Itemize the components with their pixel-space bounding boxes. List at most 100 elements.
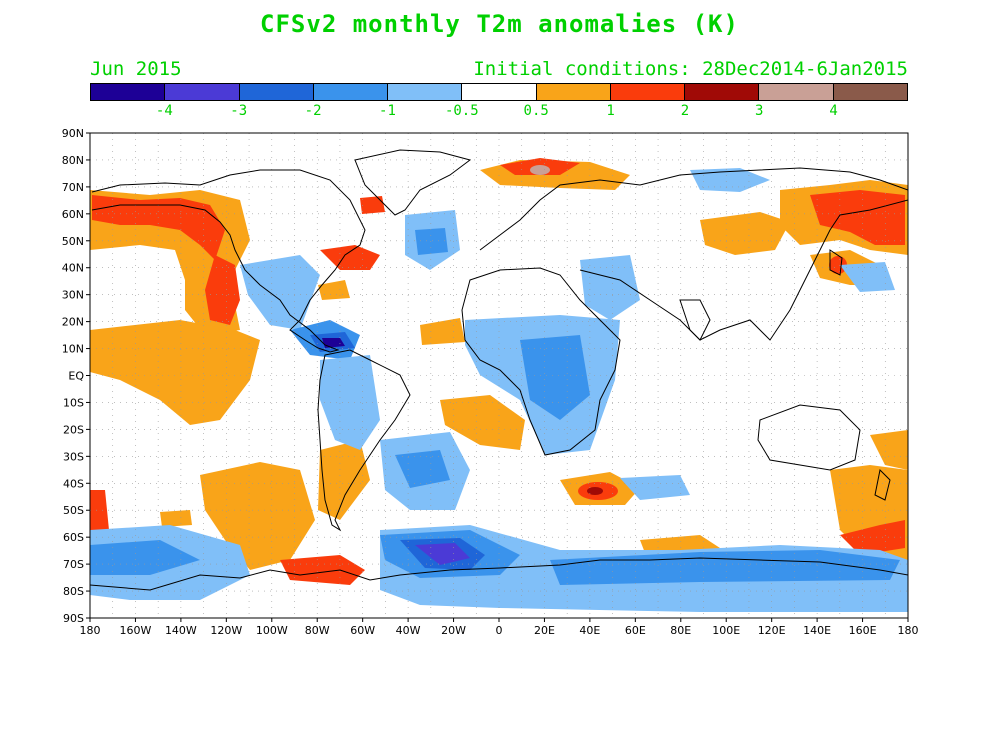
warm-anomaly-trop-atlantic <box>420 318 465 345</box>
colorbar-segment <box>833 84 907 100</box>
map-gridlines <box>90 133 908 618</box>
warm-anomaly-se-pacific-small <box>160 510 192 527</box>
colorbar-tick-label: 0.5 <box>523 103 549 119</box>
latitude-label: 30N <box>62 289 84 302</box>
longitude-label: 100W <box>256 624 288 637</box>
latitude-label: 20N <box>62 316 84 329</box>
colorbar-segment <box>313 84 389 100</box>
strong-warm-tasman <box>840 520 905 555</box>
strong-cold-east-antarctica <box>550 550 900 585</box>
latitude-axis: 90N 80N 70N 60N 50N 40N 30N 20N 10N EQ 10S 20S 30S 40… <box>62 127 90 625</box>
latitude-label: 10S <box>63 396 84 409</box>
forecast-month: Jun 2015 <box>90 58 182 80</box>
extreme-cold-caribbean <box>322 338 345 348</box>
longitude-label: 140W <box>165 624 197 637</box>
colorbar-segment <box>759 84 834 100</box>
latitude-label: 10N <box>62 343 84 356</box>
colorbar-tick-label: 1 <box>606 103 615 119</box>
colorbar-tick-label: -4 <box>155 103 173 119</box>
colorbar-tick-label: 4 <box>829 103 838 119</box>
longitude-label: 60W <box>350 624 375 637</box>
longitude-label: 180 <box>898 624 919 637</box>
extreme-warm-south-indian <box>587 487 603 495</box>
longitude-label: 40W <box>396 624 421 637</box>
latitude-label: 80S <box>63 585 84 598</box>
latitude-label: 50N <box>62 235 84 248</box>
europe-coast <box>479 167 908 251</box>
north-america-coast <box>91 169 366 353</box>
warm-anomaly-s-atlantic <box>440 395 525 450</box>
colorbar-tick-label: -0.5 <box>444 103 479 119</box>
japan-coast <box>829 249 843 276</box>
colorbar-segment <box>462 84 537 100</box>
warm-anomaly-sw-atlantic <box>318 440 370 520</box>
longitude-label: 100E <box>712 624 740 637</box>
colorbar-segment <box>685 84 760 100</box>
longitude-label: 80E <box>670 624 691 637</box>
deep-cold-weddell <box>415 543 470 565</box>
longitude-label: 160W <box>120 624 152 637</box>
strong-warm-east-siberia <box>810 190 905 245</box>
strong-warm-alaska <box>92 195 225 260</box>
asia-coast <box>579 199 908 341</box>
longitude-label: 120W <box>210 624 242 637</box>
longitude-label: 20W <box>441 624 466 637</box>
colorbar-tick-label: -3 <box>230 103 248 119</box>
latitude-label: 70N <box>62 181 84 194</box>
latitude-label: 50S <box>63 504 84 517</box>
longitude-axis: 180 160W 140W 120W 100W 80W 60W 40W 20W 0 20E 40E 60… <box>80 618 919 637</box>
cold-anomaly-north-pacific-east <box>840 262 895 292</box>
longitude-label: 20E <box>534 624 555 637</box>
longitude-label: 0 <box>496 624 503 637</box>
colorbar-tick-label: 2 <box>680 103 690 119</box>
warm-anomaly-tropical-pacific <box>90 320 260 425</box>
longitude-label: 60E <box>625 624 646 637</box>
india-coast <box>679 299 711 341</box>
south-america-coast <box>317 349 411 532</box>
cold-anomaly-amazon <box>320 355 380 450</box>
chart-title: CFSv2 monthly T2m anomalies (K) <box>260 10 739 38</box>
longitude-label: 40E <box>579 624 600 637</box>
colorbar-segment <box>239 84 314 100</box>
longitude-label: 120E <box>758 624 786 637</box>
initial-conditions: Initial conditions: 28Dec2014-6Jan2015 <box>473 58 908 80</box>
cold-anomaly-arctic-russia <box>690 168 770 192</box>
colorbar-legend <box>90 83 908 101</box>
new-zealand-coast <box>874 468 891 501</box>
latitude-label: 40S <box>63 477 84 490</box>
latitude-label: 40N <box>62 262 84 275</box>
warm-anomaly-atlantic-us <box>318 280 350 300</box>
colorbar-segment <box>165 84 240 100</box>
strong-cold-south-atlantic <box>395 450 450 488</box>
colorbar-tick-label: -1 <box>379 103 396 119</box>
latitude-label: 90N <box>62 127 84 140</box>
antarctica-coast <box>90 557 908 591</box>
longitude-label: 80W <box>305 624 330 637</box>
africa-coast <box>461 267 621 456</box>
warm-anomaly-nw-atlantic <box>320 245 380 270</box>
colorbar-segment <box>91 84 166 100</box>
coastlines <box>90 149 908 591</box>
warm-anomaly-central-asia <box>700 212 790 255</box>
warm-anomaly-antarctic-peninsula <box>280 555 365 585</box>
cold-anomaly-arabia <box>580 255 640 320</box>
greenland-coast <box>354 149 472 216</box>
latitude-label: 60S <box>63 531 84 544</box>
longitude-label: 140E <box>803 624 831 637</box>
colorbar-labels: -4 -3 -2 -1 -0.5 0.5 1 2 3 4 <box>0 103 999 121</box>
longitude-label: 160E <box>849 624 877 637</box>
latitude-label: 70S <box>63 558 84 571</box>
cold-anomaly-s-indian <box>620 475 690 500</box>
australia-coast <box>757 404 861 471</box>
anomaly-shading <box>90 158 908 612</box>
longitude-label: 180 <box>80 624 101 637</box>
extreme-warm-barents <box>530 165 550 175</box>
colorbar-tick-label: 3 <box>755 103 764 119</box>
colorbar-segment <box>388 84 463 100</box>
latitude-label: 20S <box>63 423 84 436</box>
latitude-label: 60N <box>62 208 84 221</box>
warm-anomaly-greenland <box>360 196 385 214</box>
colorbar-segment <box>610 84 686 100</box>
cold-anomaly-canada <box>240 255 320 330</box>
